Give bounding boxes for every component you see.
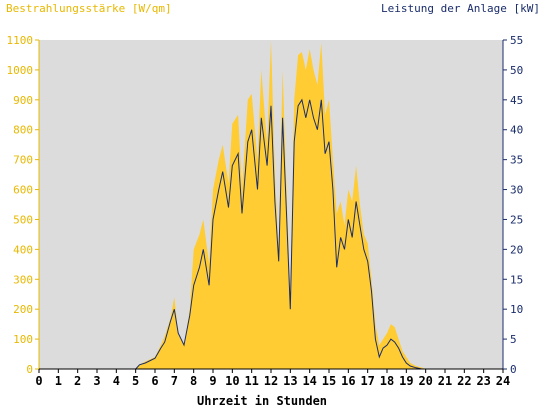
x-tick-label: 11 xyxy=(244,374,258,388)
left-tick-label: 400 xyxy=(13,243,33,256)
left-axis-ticks: 0 100 200 300 400 500 600 700 800 900 1000 1100 xyxy=(7,34,39,376)
left-tick-label: 800 xyxy=(13,124,33,137)
x-tick-label: 8 xyxy=(190,374,197,388)
x-tick-label: 12 xyxy=(264,374,278,388)
x-tick-label: 7 xyxy=(171,374,178,388)
x-tick-label: 5 xyxy=(132,374,139,388)
x-tick-label: 4 xyxy=(113,374,120,388)
right-tick-label: 35 xyxy=(510,154,523,167)
x-axis-ticks: 0 1 2 3 4 5 6 7 8 9 10 11 12 13 14 15 16 17 18 19 20 21 22 23 24 xyxy=(35,369,510,388)
left-tick-label: 900 xyxy=(13,94,33,107)
right-tick-label: 20 xyxy=(510,243,523,256)
power-line xyxy=(39,98,503,370)
right-tick-label: 30 xyxy=(510,184,523,197)
x-tick-label: 21 xyxy=(438,374,452,388)
left-tick-label: 300 xyxy=(13,273,33,286)
x-tick-label: 20 xyxy=(418,374,432,388)
x-tick-label: 10 xyxy=(225,374,239,388)
x-tick-label: 14 xyxy=(302,374,316,388)
x-tick-label: 6 xyxy=(151,374,158,388)
x-tick-label: 18 xyxy=(380,374,394,388)
right-tick-label: 45 xyxy=(510,94,523,107)
x-tick-label: 1 xyxy=(55,374,62,388)
x-axis-title: Uhrzeit in Stunden xyxy=(197,394,327,408)
right-tick-label: 10 xyxy=(510,303,523,316)
left-tick-label: 1100 xyxy=(7,34,34,47)
left-axis-title: Bestrahlungsstärke [W/qm] xyxy=(6,2,172,15)
x-tick-label: 22 xyxy=(457,374,471,388)
x-tick-label: 17 xyxy=(360,374,374,388)
left-tick-label: 600 xyxy=(13,184,33,197)
left-tick-label: 1000 xyxy=(7,64,34,77)
x-tick-label: 9 xyxy=(209,374,216,388)
right-axis-ticks: 0 5 10 15 20 25 30 35 40 45 50 55 xyxy=(503,34,523,376)
x-tick-label: 13 xyxy=(283,374,297,388)
left-tick-label: 200 xyxy=(13,303,33,316)
x-tick-label: 15 xyxy=(322,374,336,388)
left-tick-label: 500 xyxy=(13,213,33,226)
x-tick-label: 24 xyxy=(496,374,510,388)
x-tick-label: 16 xyxy=(341,374,355,388)
right-axis-title: Leistung der Anlage [kW] xyxy=(381,2,540,15)
right-tick-label: 5 xyxy=(510,333,517,346)
left-tick-label: 100 xyxy=(13,333,33,346)
x-tick-label: 3 xyxy=(93,374,100,388)
right-tick-label: 55 xyxy=(510,34,523,47)
x-tick-label: 23 xyxy=(476,374,490,388)
irradiance-area xyxy=(39,40,503,369)
right-tick-label: 0 xyxy=(510,363,517,376)
x-tick-label: 0 xyxy=(35,374,42,388)
left-tick-label: 700 xyxy=(13,154,33,167)
x-tick-label: 19 xyxy=(399,374,413,388)
right-tick-label: 25 xyxy=(510,213,523,226)
right-tick-label: 40 xyxy=(510,124,523,137)
left-tick-label: 0 xyxy=(26,363,33,376)
right-tick-label: 15 xyxy=(510,273,523,286)
x-tick-label: 2 xyxy=(74,374,81,388)
right-tick-label: 50 xyxy=(510,64,523,77)
